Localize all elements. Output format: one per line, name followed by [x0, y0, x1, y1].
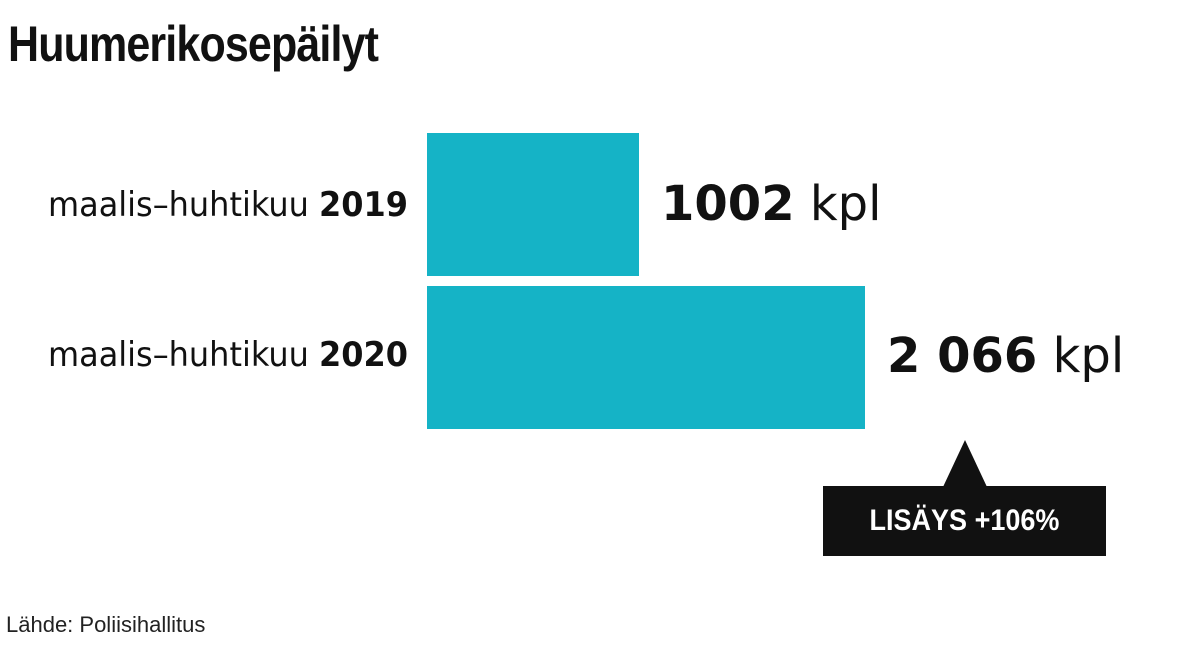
value-unit: kpl [1052, 328, 1125, 384]
source-note: Lähde: Poliisihallitus [6, 612, 206, 637]
increase-callout-text: LISÄYS +106% [869, 504, 1060, 537]
value-number: 1002 [661, 176, 795, 232]
category-label-prefix: maalis–huhtikuu [47, 335, 309, 375]
increase-callout: LISÄYS +106% [823, 486, 1106, 556]
value-label-2019: 1002 kpl [661, 176, 881, 232]
category-label-2020: maalis–huhtikuu 2020 [48, 335, 408, 375]
value-label-2020: 2 066 kpl [887, 328, 1124, 384]
bar-2020 [427, 286, 865, 429]
category-label-prefix: maalis–huhtikuu [47, 185, 309, 225]
value-unit: kpl [809, 176, 882, 232]
callout-pointer [943, 440, 987, 487]
value-number: 2 066 [887, 328, 1038, 384]
category-label-year: 2020 [319, 335, 408, 375]
category-label-year: 2019 [319, 185, 408, 225]
chart-title: Huumerikosepäilyt [8, 16, 379, 72]
category-label-2019: maalis–huhtikuu 2019 [48, 185, 408, 225]
bar-2019 [427, 133, 639, 276]
